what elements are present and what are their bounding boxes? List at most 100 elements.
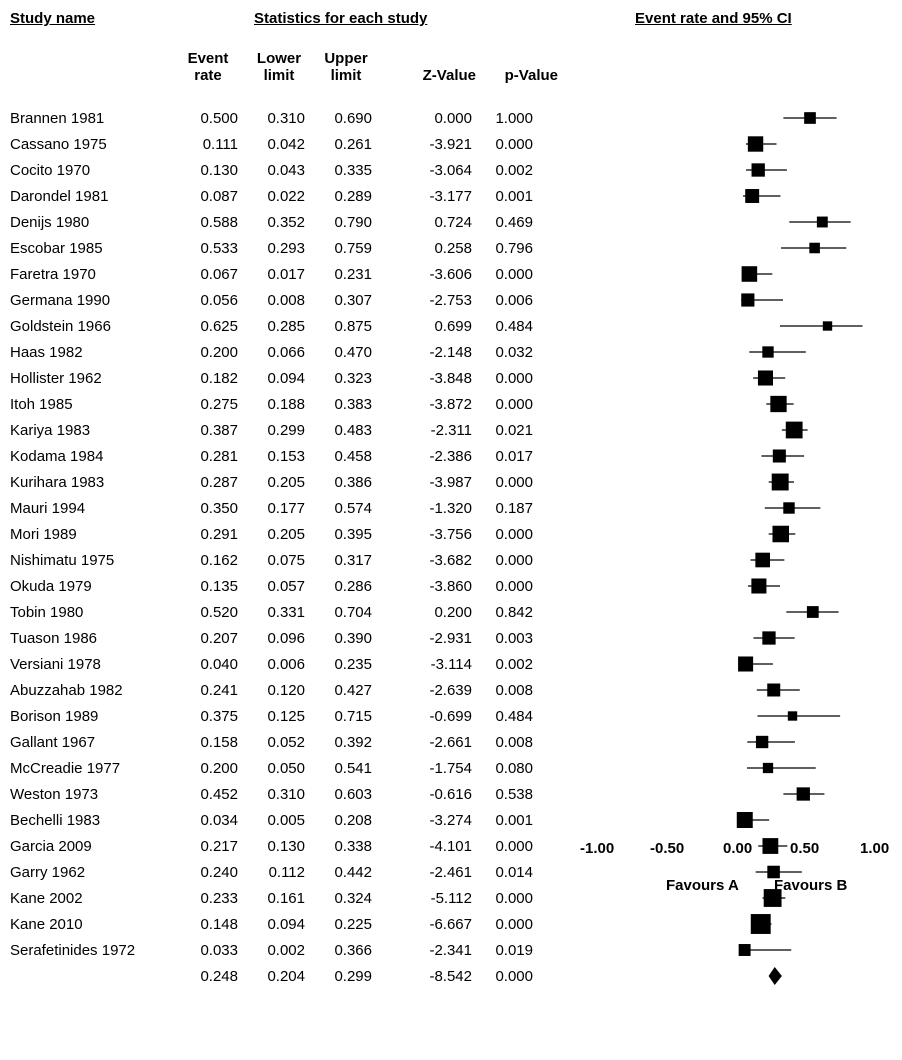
event-rate-cell: 0.520 (200, 604, 238, 621)
z-value-cell: -1.320 (429, 500, 472, 517)
z-value-cell: -3.921 (429, 136, 472, 153)
point-estimate (747, 136, 764, 152)
statistics-header: Statistics for each study (254, 10, 428, 27)
summary-diamond (768, 967, 782, 985)
lower-limit-cell: 0.043 (267, 162, 305, 179)
point-estimate (767, 865, 780, 879)
event-rate-cell: 0.162 (200, 552, 238, 569)
point-estimate (738, 944, 751, 956)
point-estimate (755, 552, 770, 568)
lower-limit-cell: 0.205 (267, 526, 305, 543)
point-estimate (745, 189, 760, 203)
upper-limit-cell: 0.231 (334, 266, 372, 283)
z-value-cell: -1.754 (429, 760, 472, 777)
p-value-cell: 0.001 (495, 188, 533, 205)
lower-limit-cell: 0.130 (267, 838, 305, 855)
study-name-cell: Weston 1973 (10, 786, 99, 803)
z-value-cell: -3.848 (429, 370, 472, 387)
point-estimate (751, 578, 767, 594)
event-rate-cell: 0.033 (200, 942, 238, 959)
upper-limit-cell: 0.574 (334, 500, 372, 517)
point-estimate (762, 346, 774, 358)
p-value-cell: 0.000 (495, 474, 533, 491)
p-value-cell: 0.002 (495, 162, 533, 179)
p-value-cell: 0.014 (495, 864, 533, 881)
upper-limit-cell: 0.875 (334, 318, 372, 335)
point-estimate (809, 242, 820, 254)
upper-limit-cell: 0.427 (334, 682, 372, 699)
z-value-cell: -3.682 (429, 552, 472, 569)
upper-limit-cell: 0.704 (334, 604, 372, 621)
event-rate-header-line1: Event (187, 50, 229, 67)
z-value-cell: 0.000 (434, 110, 472, 127)
lower-limit-cell: 0.096 (267, 630, 305, 647)
upper-limit-cell: 0.541 (334, 760, 372, 777)
point-estimate (771, 473, 789, 491)
z-value-cell: -3.064 (429, 162, 472, 179)
lower-limit-cell: 0.094 (267, 370, 305, 387)
p-value-cell: 0.000 (495, 266, 533, 283)
upper-limit-cell: 0.261 (334, 136, 372, 153)
p-value-cell: 0.017 (495, 448, 533, 465)
p-value-cell: 0.003 (495, 630, 533, 647)
study-name-cell: McCreadie 1977 (10, 760, 121, 777)
lower-limit-cell: 0.120 (267, 682, 305, 699)
upper-limit-cell: 0.324 (334, 890, 372, 907)
z-value-cell: -3.860 (429, 578, 472, 595)
event-rate-cell: 0.056 (200, 292, 238, 309)
point-estimate (755, 735, 769, 749)
point-estimate (762, 631, 776, 645)
point-estimate (738, 656, 754, 672)
p-value-cell: 0.796 (495, 240, 533, 257)
point-estimate (783, 502, 795, 514)
upper-limit-cell: 0.715 (334, 708, 372, 725)
lower-limit-cell: 0.161 (267, 890, 305, 907)
event-rate-cell: 0.275 (200, 396, 238, 413)
point-estimate (762, 838, 779, 854)
lower-limit-cell: 0.052 (267, 734, 305, 751)
upper-limit-cell: 0.483 (334, 422, 372, 439)
point-estimate (787, 711, 798, 721)
p-value-cell: 0.538 (495, 786, 533, 803)
point-estimate (785, 421, 803, 439)
study-name-cell: Denijs 1980 (10, 214, 90, 231)
study-name-header: Study name (10, 10, 96, 27)
event-rate-cell: 0.148 (200, 916, 238, 933)
event-rate-cell: 0.533 (200, 240, 238, 257)
point-estimate (762, 762, 774, 774)
point-estimate (772, 525, 789, 543)
p-value-cell: 0.842 (495, 604, 533, 621)
p-value-cell: 0.187 (495, 500, 533, 517)
p-value-cell: 0.000 (495, 552, 533, 569)
p-value-cell: 0.008 (495, 734, 533, 751)
study-name-cell: Kodama 1984 (10, 448, 104, 465)
event-rate-cell: 0.287 (200, 474, 238, 491)
p-value-cell: 0.006 (495, 292, 533, 309)
event-rate-column-header: Event rate (178, 50, 238, 84)
study-name-cell: Cocito 1970 (10, 162, 91, 179)
z-value-cell: 0.200 (434, 604, 472, 621)
p-value-cell: 0.000 (495, 916, 533, 933)
z-value-column-header: Z-Value (422, 67, 476, 84)
event-rate-cell: 0.034 (200, 812, 238, 829)
point-estimate (763, 889, 782, 907)
point-estimate (796, 787, 810, 801)
event-rate-cell: 0.087 (200, 188, 238, 205)
z-value-cell: -3.756 (429, 526, 472, 543)
study-name-cell: Abuzzahab 1982 (10, 682, 123, 699)
p-value-cell: 0.484 (495, 708, 533, 725)
point-estimate (770, 395, 787, 413)
lower-limit-cell: 0.112 (268, 864, 305, 881)
z-value-cell: -2.386 (429, 448, 472, 465)
event-rate-cell: 0.387 (200, 422, 238, 439)
p-value-cell: 0.000 (495, 838, 533, 855)
lower-limit-cell: 0.310 (267, 110, 305, 127)
upper-limit-cell: 0.323 (334, 370, 372, 387)
event-rate-cell: 0.217 (200, 838, 238, 855)
upper-limit-cell: 0.395 (334, 526, 372, 543)
study-name-cell: Tobin 1980 (10, 604, 84, 621)
z-value-cell: -3.177 (429, 188, 472, 205)
favours-b-label: Favours B (774, 877, 848, 894)
z-value-cell: -5.112 (430, 890, 472, 907)
point-estimate (804, 112, 816, 124)
